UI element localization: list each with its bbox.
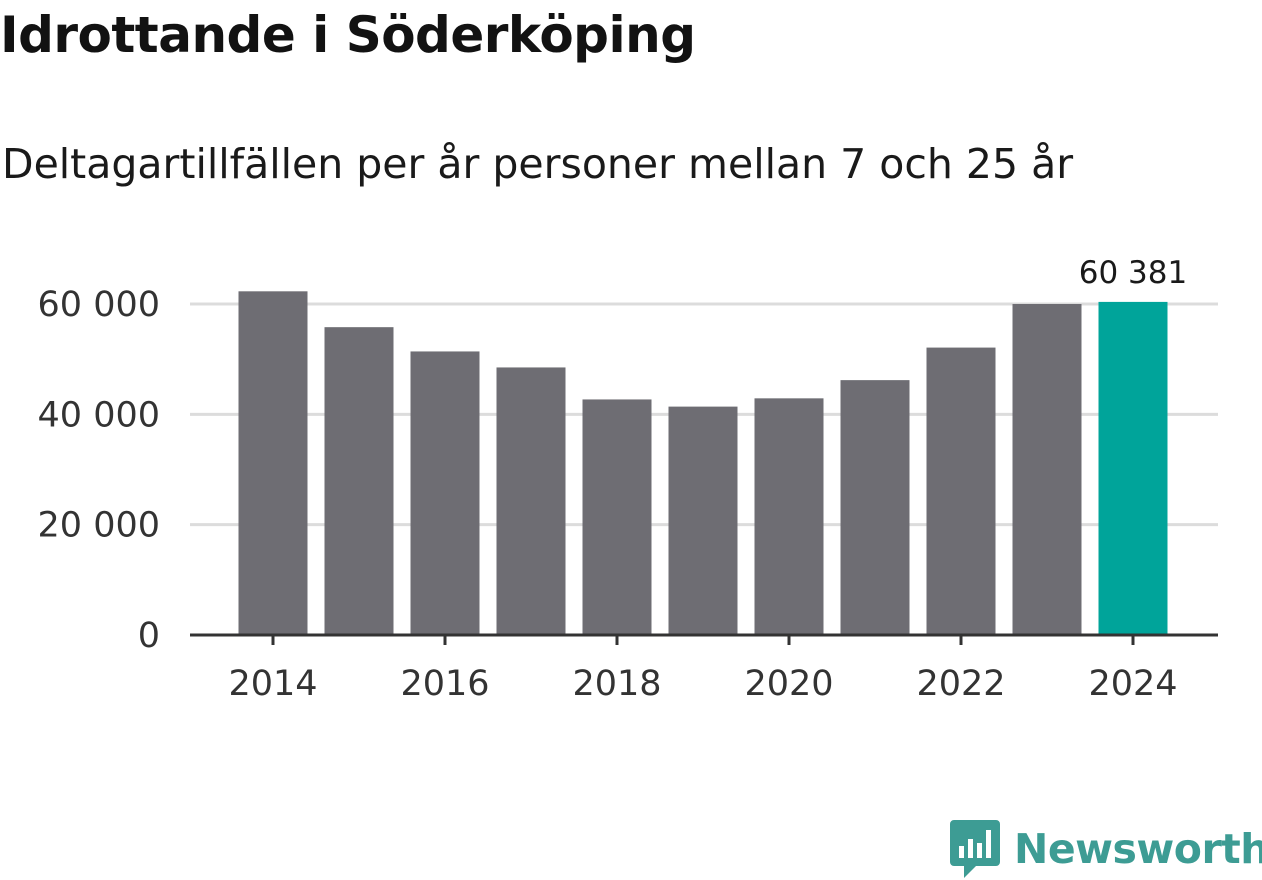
x-tick-label: 2024 xyxy=(1088,664,1177,704)
y-tick-label: 40 000 xyxy=(38,395,160,435)
x-tick-labels: 2014 2016 2018 2020 2022 2024 xyxy=(228,664,1177,704)
bar-2015 xyxy=(324,327,394,635)
x-tick-label: 2020 xyxy=(744,664,833,704)
newsworthy-logo-icon xyxy=(950,820,1000,878)
bar-2019 xyxy=(668,406,738,635)
x-tick-label: 2022 xyxy=(916,664,1005,704)
bar-2014 xyxy=(238,291,308,635)
bar-2018 xyxy=(582,399,652,635)
bar-2020 xyxy=(754,398,824,635)
bar-2016 xyxy=(410,351,480,635)
x-axis xyxy=(190,633,1218,645)
y-tick-label: 0 xyxy=(138,616,160,656)
x-tick-label: 2014 xyxy=(228,664,317,704)
bar-2024 xyxy=(1098,301,1168,635)
chart-subtitle: Deltagartillfällen per år personer mella… xyxy=(2,140,1074,188)
y-tick-labels: 0 20 000 40 000 60 000 xyxy=(38,285,160,656)
bar-2023 xyxy=(1012,304,1082,635)
bar-2021 xyxy=(840,380,910,635)
bars xyxy=(238,291,1168,635)
data-label: 60 381 xyxy=(1079,255,1187,291)
x-tick-label: 2016 xyxy=(400,664,489,704)
data-labels: 60 381 xyxy=(1079,255,1187,291)
newsworthy-brand: Newsworthy xyxy=(950,818,1262,880)
chart-title: Idrottande i Söderköping xyxy=(0,6,696,64)
y-tick-label: 60 000 xyxy=(38,285,160,325)
bar-2022 xyxy=(926,347,996,635)
y-tick-label: 20 000 xyxy=(38,506,160,546)
bar-2017 xyxy=(496,367,566,635)
x-tick-label: 2018 xyxy=(572,664,661,704)
brand-name: Newsworthy xyxy=(1014,825,1262,873)
